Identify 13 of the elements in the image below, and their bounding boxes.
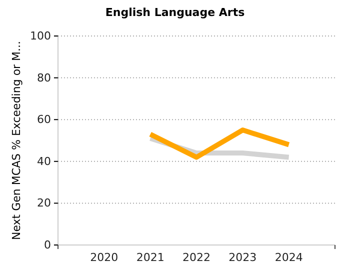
y-tick-label: 60 bbox=[37, 113, 51, 126]
y-tick-label: 0 bbox=[44, 238, 51, 252]
x-tick-label: 2021 bbox=[136, 251, 164, 264]
y-tick-label: 20 bbox=[37, 196, 51, 210]
x-tick-label: 2020 bbox=[90, 251, 118, 264]
y-tick-label: 100 bbox=[30, 30, 51, 43]
x-tick-label: 2024 bbox=[274, 251, 303, 264]
y-tick-label: 40 bbox=[37, 154, 51, 168]
x-tick-label: 2023 bbox=[228, 251, 257, 264]
y-tick-label: 80 bbox=[37, 71, 51, 84]
y-axis-title: Next Gen MCAS % Exceeding or M... bbox=[10, 40, 23, 240]
chart-title: English Language Arts bbox=[105, 6, 246, 19]
x-tick-label: 2022 bbox=[182, 251, 210, 264]
